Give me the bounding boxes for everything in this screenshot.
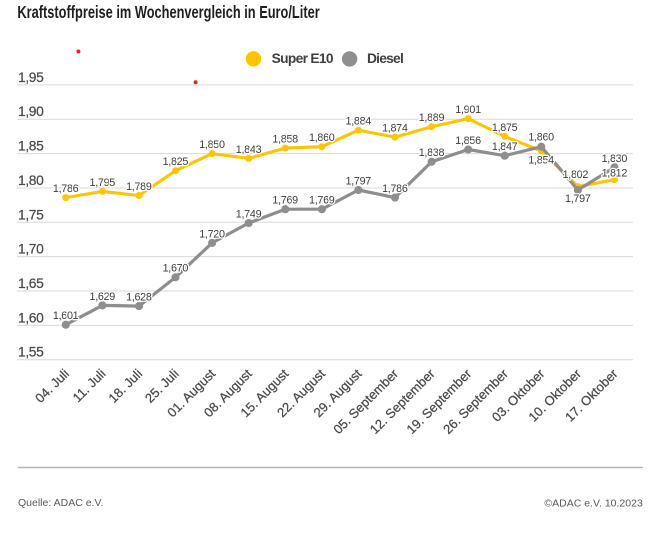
svg-text:Quelle: ADAC e.V.: Quelle: ADAC e.V. <box>18 497 103 509</box>
svg-text:1,786: 1,786 <box>53 183 79 195</box>
svg-text:1,75: 1,75 <box>18 207 44 222</box>
svg-text:1,90: 1,90 <box>18 104 44 119</box>
svg-text:1,854: 1,854 <box>528 154 554 166</box>
svg-text:1,629: 1,629 <box>90 291 116 303</box>
svg-text:1,749: 1,749 <box>236 208 262 220</box>
svg-text:1,875: 1,875 <box>492 122 518 134</box>
svg-text:1,55: 1,55 <box>18 345 44 360</box>
svg-text:Diesel: Diesel <box>367 51 404 66</box>
svg-text:1,802: 1,802 <box>563 169 589 181</box>
svg-text:1,889: 1,889 <box>419 112 445 124</box>
svg-text:©ADAC e.V. 10.2023: ©ADAC e.V. 10.2023 <box>544 497 643 509</box>
svg-text:1,769: 1,769 <box>272 195 298 207</box>
svg-text:1,60: 1,60 <box>18 310 44 325</box>
svg-text:1,789: 1,789 <box>126 181 152 193</box>
svg-text:1,601: 1,601 <box>53 310 79 322</box>
svg-text:1,860: 1,860 <box>309 132 335 144</box>
svg-text:Super E10: Super E10 <box>272 51 334 66</box>
svg-text:1,825: 1,825 <box>163 156 189 168</box>
svg-text:1,874: 1,874 <box>382 123 408 135</box>
svg-text:Kraftstoffpreise im Wochenverg: Kraftstoffpreise im Wochenvergleich in E… <box>17 2 319 22</box>
svg-text:1,858: 1,858 <box>272 134 298 146</box>
svg-text:1,850: 1,850 <box>199 139 225 151</box>
svg-text:1,830: 1,830 <box>602 153 628 165</box>
svg-text:1,797: 1,797 <box>346 175 372 187</box>
svg-text:1,843: 1,843 <box>236 144 262 156</box>
svg-text:1,901: 1,901 <box>455 104 481 116</box>
svg-text:1,720: 1,720 <box>199 228 225 240</box>
svg-text:1,812: 1,812 <box>602 167 628 179</box>
svg-text:1,769: 1,769 <box>309 195 335 207</box>
svg-text:1,860: 1,860 <box>528 131 554 143</box>
svg-text:1,795: 1,795 <box>90 177 116 189</box>
svg-text:1,797: 1,797 <box>565 193 591 205</box>
svg-text:1,70: 1,70 <box>18 242 44 257</box>
svg-text:1,838: 1,838 <box>419 147 445 159</box>
svg-text:1,85: 1,85 <box>18 139 44 154</box>
svg-text:1,670: 1,670 <box>163 263 189 275</box>
svg-text:1,628: 1,628 <box>126 292 152 304</box>
svg-text:1,847: 1,847 <box>492 141 518 153</box>
svg-text:1,786: 1,786 <box>382 183 408 195</box>
svg-text:1,95: 1,95 <box>18 70 44 85</box>
svg-text:1,65: 1,65 <box>18 276 44 291</box>
svg-text:1,884: 1,884 <box>346 116 372 128</box>
svg-text:1,80: 1,80 <box>18 173 44 188</box>
svg-text:1,856: 1,856 <box>455 135 481 147</box>
